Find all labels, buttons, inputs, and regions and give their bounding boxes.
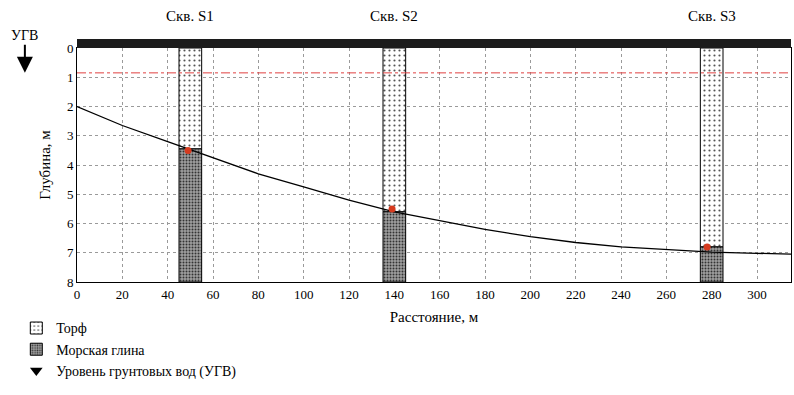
svg-text:300: 300 xyxy=(747,287,767,302)
svg-text:220: 220 xyxy=(566,287,586,302)
svg-text:180: 180 xyxy=(475,287,495,302)
svg-text:260: 260 xyxy=(657,287,677,302)
svg-text:Скв. S1: Скв. S1 xyxy=(166,8,214,24)
svg-text:0: 0 xyxy=(67,41,74,56)
svg-text:5: 5 xyxy=(67,187,74,202)
svg-text:4: 4 xyxy=(67,158,74,173)
svg-text:Морская глина: Морская глина xyxy=(56,343,145,358)
svg-text:Скв. S2: Скв. S2 xyxy=(370,8,418,24)
svg-text:8: 8 xyxy=(67,275,74,290)
svg-text:3: 3 xyxy=(67,128,74,143)
svg-text:160: 160 xyxy=(430,287,450,302)
svg-text:6: 6 xyxy=(67,216,74,231)
svg-text:140: 140 xyxy=(385,287,405,302)
svg-text:2: 2 xyxy=(67,99,74,114)
svg-text:Торф: Торф xyxy=(56,321,87,336)
svg-text:80: 80 xyxy=(252,287,265,302)
svg-text:Уровень грунтовых вод (УГВ): Уровень грунтовых вод (УГВ) xyxy=(56,364,236,380)
svg-text:1: 1 xyxy=(67,70,74,85)
svg-text:40: 40 xyxy=(161,287,174,302)
svg-text:280: 280 xyxy=(702,287,722,302)
svg-text:Расстояние, м: Расстояние, м xyxy=(390,309,479,325)
svg-text:Глубина, м: Глубина, м xyxy=(37,130,53,200)
svg-text:240: 240 xyxy=(611,287,631,302)
svg-text:Скв. S3: Скв. S3 xyxy=(688,8,736,24)
svg-text:60: 60 xyxy=(207,287,220,302)
svg-text:20: 20 xyxy=(116,287,129,302)
svg-text:120: 120 xyxy=(339,287,359,302)
svg-text:100: 100 xyxy=(294,287,314,302)
svg-text:200: 200 xyxy=(521,287,541,302)
svg-text:7: 7 xyxy=(67,245,74,260)
svg-text:0: 0 xyxy=(74,287,81,302)
svg-text:УГВ: УГВ xyxy=(11,28,38,43)
